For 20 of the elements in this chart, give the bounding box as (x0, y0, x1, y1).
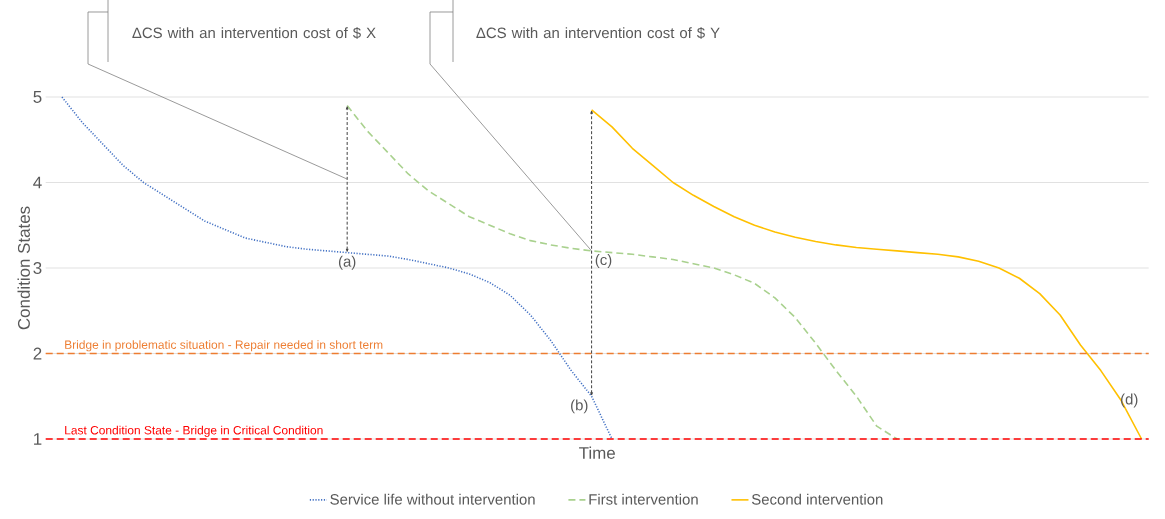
text: ΔCS with an intervention cost of $ Y (476, 26, 720, 40)
legend-label: First intervention (589, 493, 698, 505)
y-axis-title: Condition States (17, 206, 30, 330)
line-series (590, 109, 1143, 440)
annotation: (d) (1121, 393, 1138, 408)
ref-line-label: Last Condition State - Bridge in Critical Condition (65, 425, 323, 437)
y-tick-label: 1 (34, 433, 42, 445)
annotation: (a) (338, 255, 356, 270)
y-tick-label: 5 (33, 91, 42, 103)
y-tick-label: 3 (33, 262, 42, 274)
y-tick-label: 4 (33, 176, 42, 189)
annotation: (b) (571, 399, 588, 414)
legend-label: Second intervention (751, 493, 883, 505)
y-tick-label: 2 (33, 347, 42, 360)
text: ΔCS with an intervention cost of $ X (132, 26, 376, 40)
annotation: (c) (595, 254, 612, 269)
legend-label: Service life without intervention (330, 493, 535, 505)
x-axis-title: Time (579, 446, 615, 459)
ref-line-label: Bridge in problematic situation - Repair needed in short term (65, 340, 383, 352)
line-series (61, 96, 613, 440)
